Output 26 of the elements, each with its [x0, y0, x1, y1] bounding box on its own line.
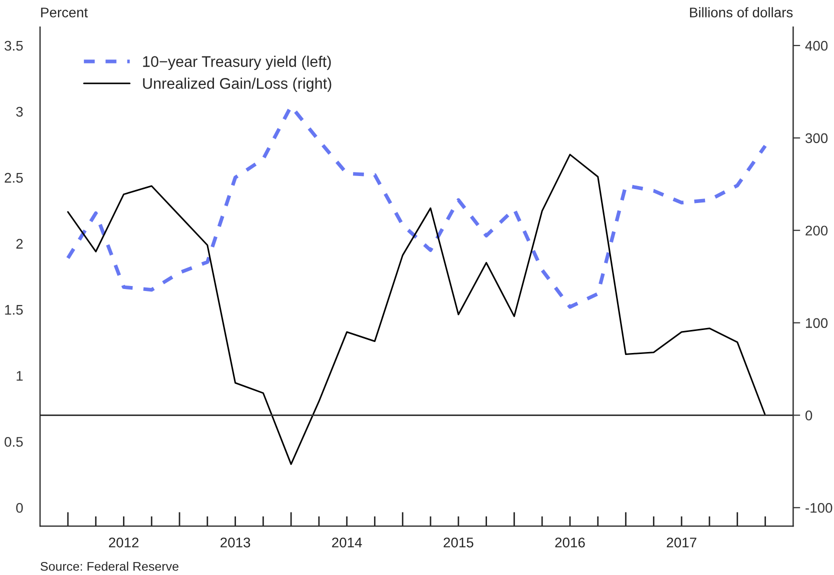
legend-label: Unrealized Gain/Loss (right)	[143, 78, 332, 92]
y2-tick-label: 100	[806, 318, 828, 328]
y-tick-label: 3.5	[4, 40, 23, 51]
y2-tick-label: -100	[806, 502, 832, 513]
x-tick-label: 2016	[555, 538, 585, 548]
legend-label: 10−year Treasury yield (left)	[143, 56, 331, 70]
source-note: Source: Federal Reserve	[40, 562, 178, 571]
y2-tick-label: 300	[805, 133, 828, 144]
y-tick-label: 2.5	[4, 172, 23, 183]
y-tick-label: 3	[16, 106, 23, 117]
y-tick-label: 2	[16, 238, 23, 249]
y2-tick-label: 0	[805, 410, 812, 420]
y2-tick-label: 200	[806, 226, 828, 236]
x-tick-label: 2017	[666, 538, 696, 548]
y-tick-label: 1.5	[5, 305, 23, 315]
x-tick-label: 2015	[444, 538, 474, 548]
y-tick-label: 0	[16, 502, 23, 513]
x-tick-label: 2012	[108, 538, 138, 548]
line-series	[67, 154, 766, 465]
y2-tick-label: 400	[805, 40, 828, 51]
x-tick-label: 2013	[220, 538, 250, 548]
y2-axis-title: Billions of dollars	[690, 7, 793, 18]
x-tick-label: 2014	[332, 538, 362, 548]
y-axis-title: Percent	[41, 8, 88, 18]
y-tick-label: 0.5	[4, 436, 23, 447]
y-tick-label: 1	[16, 371, 23, 381]
